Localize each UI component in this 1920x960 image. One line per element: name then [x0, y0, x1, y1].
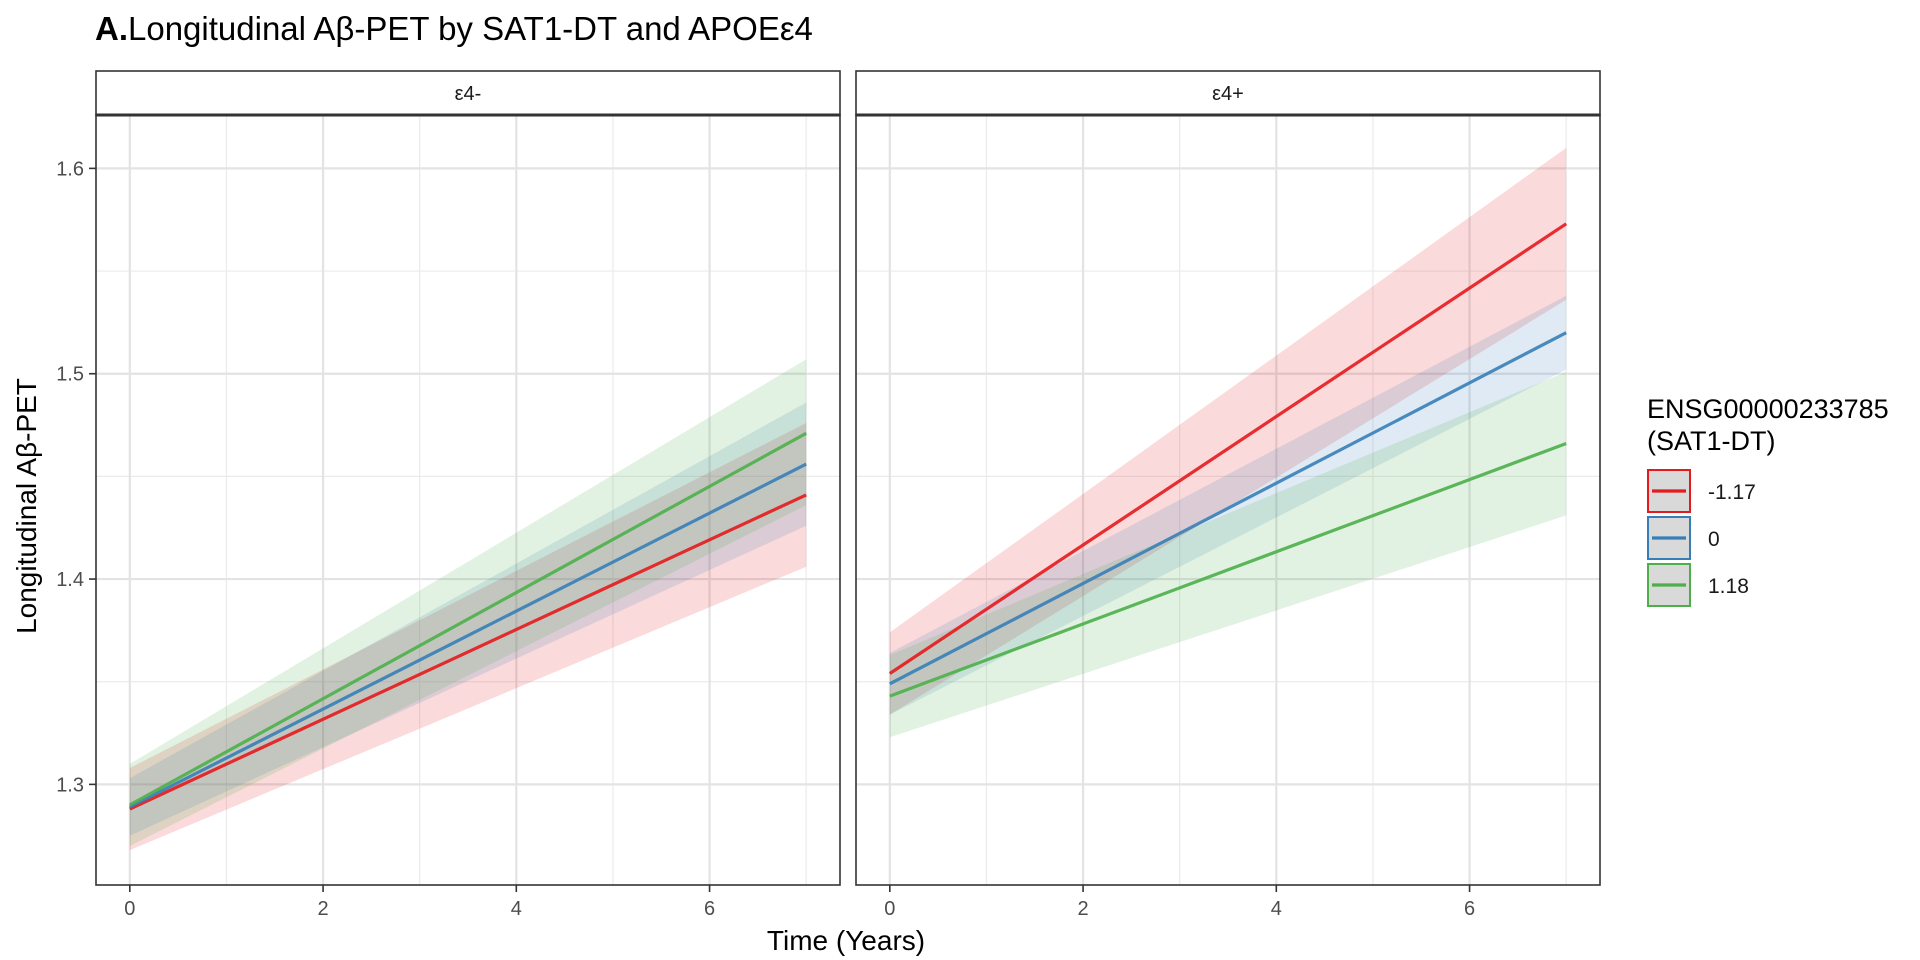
x-tick-label: 2 [318, 898, 329, 920]
legend-item--1.17: -1.17 [1647, 469, 1756, 513]
confidence-band-0 [889, 295, 1567, 715]
x-tick-label: 4 [1271, 898, 1282, 920]
y-axis: 1.3 1.4 1.5 1.6 [56, 158, 96, 796]
legend-item-0: 0 [1647, 516, 1720, 560]
x-axis-title: Time (Years) [767, 925, 925, 956]
legend-label: 1.18 [1708, 575, 1749, 598]
facet-strip-label: ε4+ [1212, 83, 1244, 105]
confidence-band-1.18 [129, 359, 807, 846]
y-tick-label: 1.3 [56, 774, 84, 796]
series-line-1.18 [129, 431, 807, 807]
series-line-0 [889, 331, 1567, 686]
legend-title-line1: ENSG00000233785 [1647, 394, 1889, 424]
legend-title-line2: (SAT1-DT) [1647, 426, 1776, 456]
confidence-band--1.17 [889, 147, 1567, 715]
facet-panel-2: ε4+ 0 2 4 6 [855, 70, 1601, 920]
legend-label: 0 [1708, 528, 1720, 551]
facet-strip-label: ε4- [455, 83, 482, 105]
facet-strip [95, 70, 841, 116]
y-axis-title: Longitudinal Aβ-PET [11, 378, 42, 634]
x-tick-label: 2 [1078, 898, 1089, 920]
chart-title: A.Longitudinal Aβ-PET by SAT1-DT and APO… [95, 10, 813, 47]
x-tick-label: 0 [124, 898, 135, 920]
series-line-1.18 [889, 442, 1567, 698]
y-tick-label: 1.4 [56, 569, 84, 591]
x-tick-label: 0 [884, 898, 895, 920]
series-line-0 [129, 462, 807, 809]
panel-background [856, 115, 1600, 885]
series-line--1.17 [129, 493, 807, 811]
x-tick-label: 4 [511, 898, 522, 920]
series-line--1.17 [888, 222, 1568, 675]
legend-label: -1.17 [1708, 481, 1756, 504]
y-tick-label: 1.6 [56, 158, 84, 180]
x-tick-label: 6 [1464, 898, 1475, 920]
legend: ENSG00000233785 (SAT1-DT) -1.17 0 1.18 [1647, 394, 1889, 607]
facet-panel-1: ε4- 0 2 4 6 [95, 70, 841, 920]
confidence-band-1.18 [889, 371, 1567, 738]
chart-title-prefix: A. [95, 10, 128, 47]
y-tick-label: 1.5 [56, 364, 84, 386]
facet-panels: ε4- 0 2 4 6 ε4+ 0 2 4 6 1.3 1.4 1.5 1.6 [56, 70, 1601, 920]
x-tick-label: 6 [704, 898, 715, 920]
chart-title-text: Longitudinal Aβ-PET by SAT1-DT and APOEε… [128, 10, 813, 47]
legend-item-1.18: 1.18 [1647, 563, 1749, 607]
